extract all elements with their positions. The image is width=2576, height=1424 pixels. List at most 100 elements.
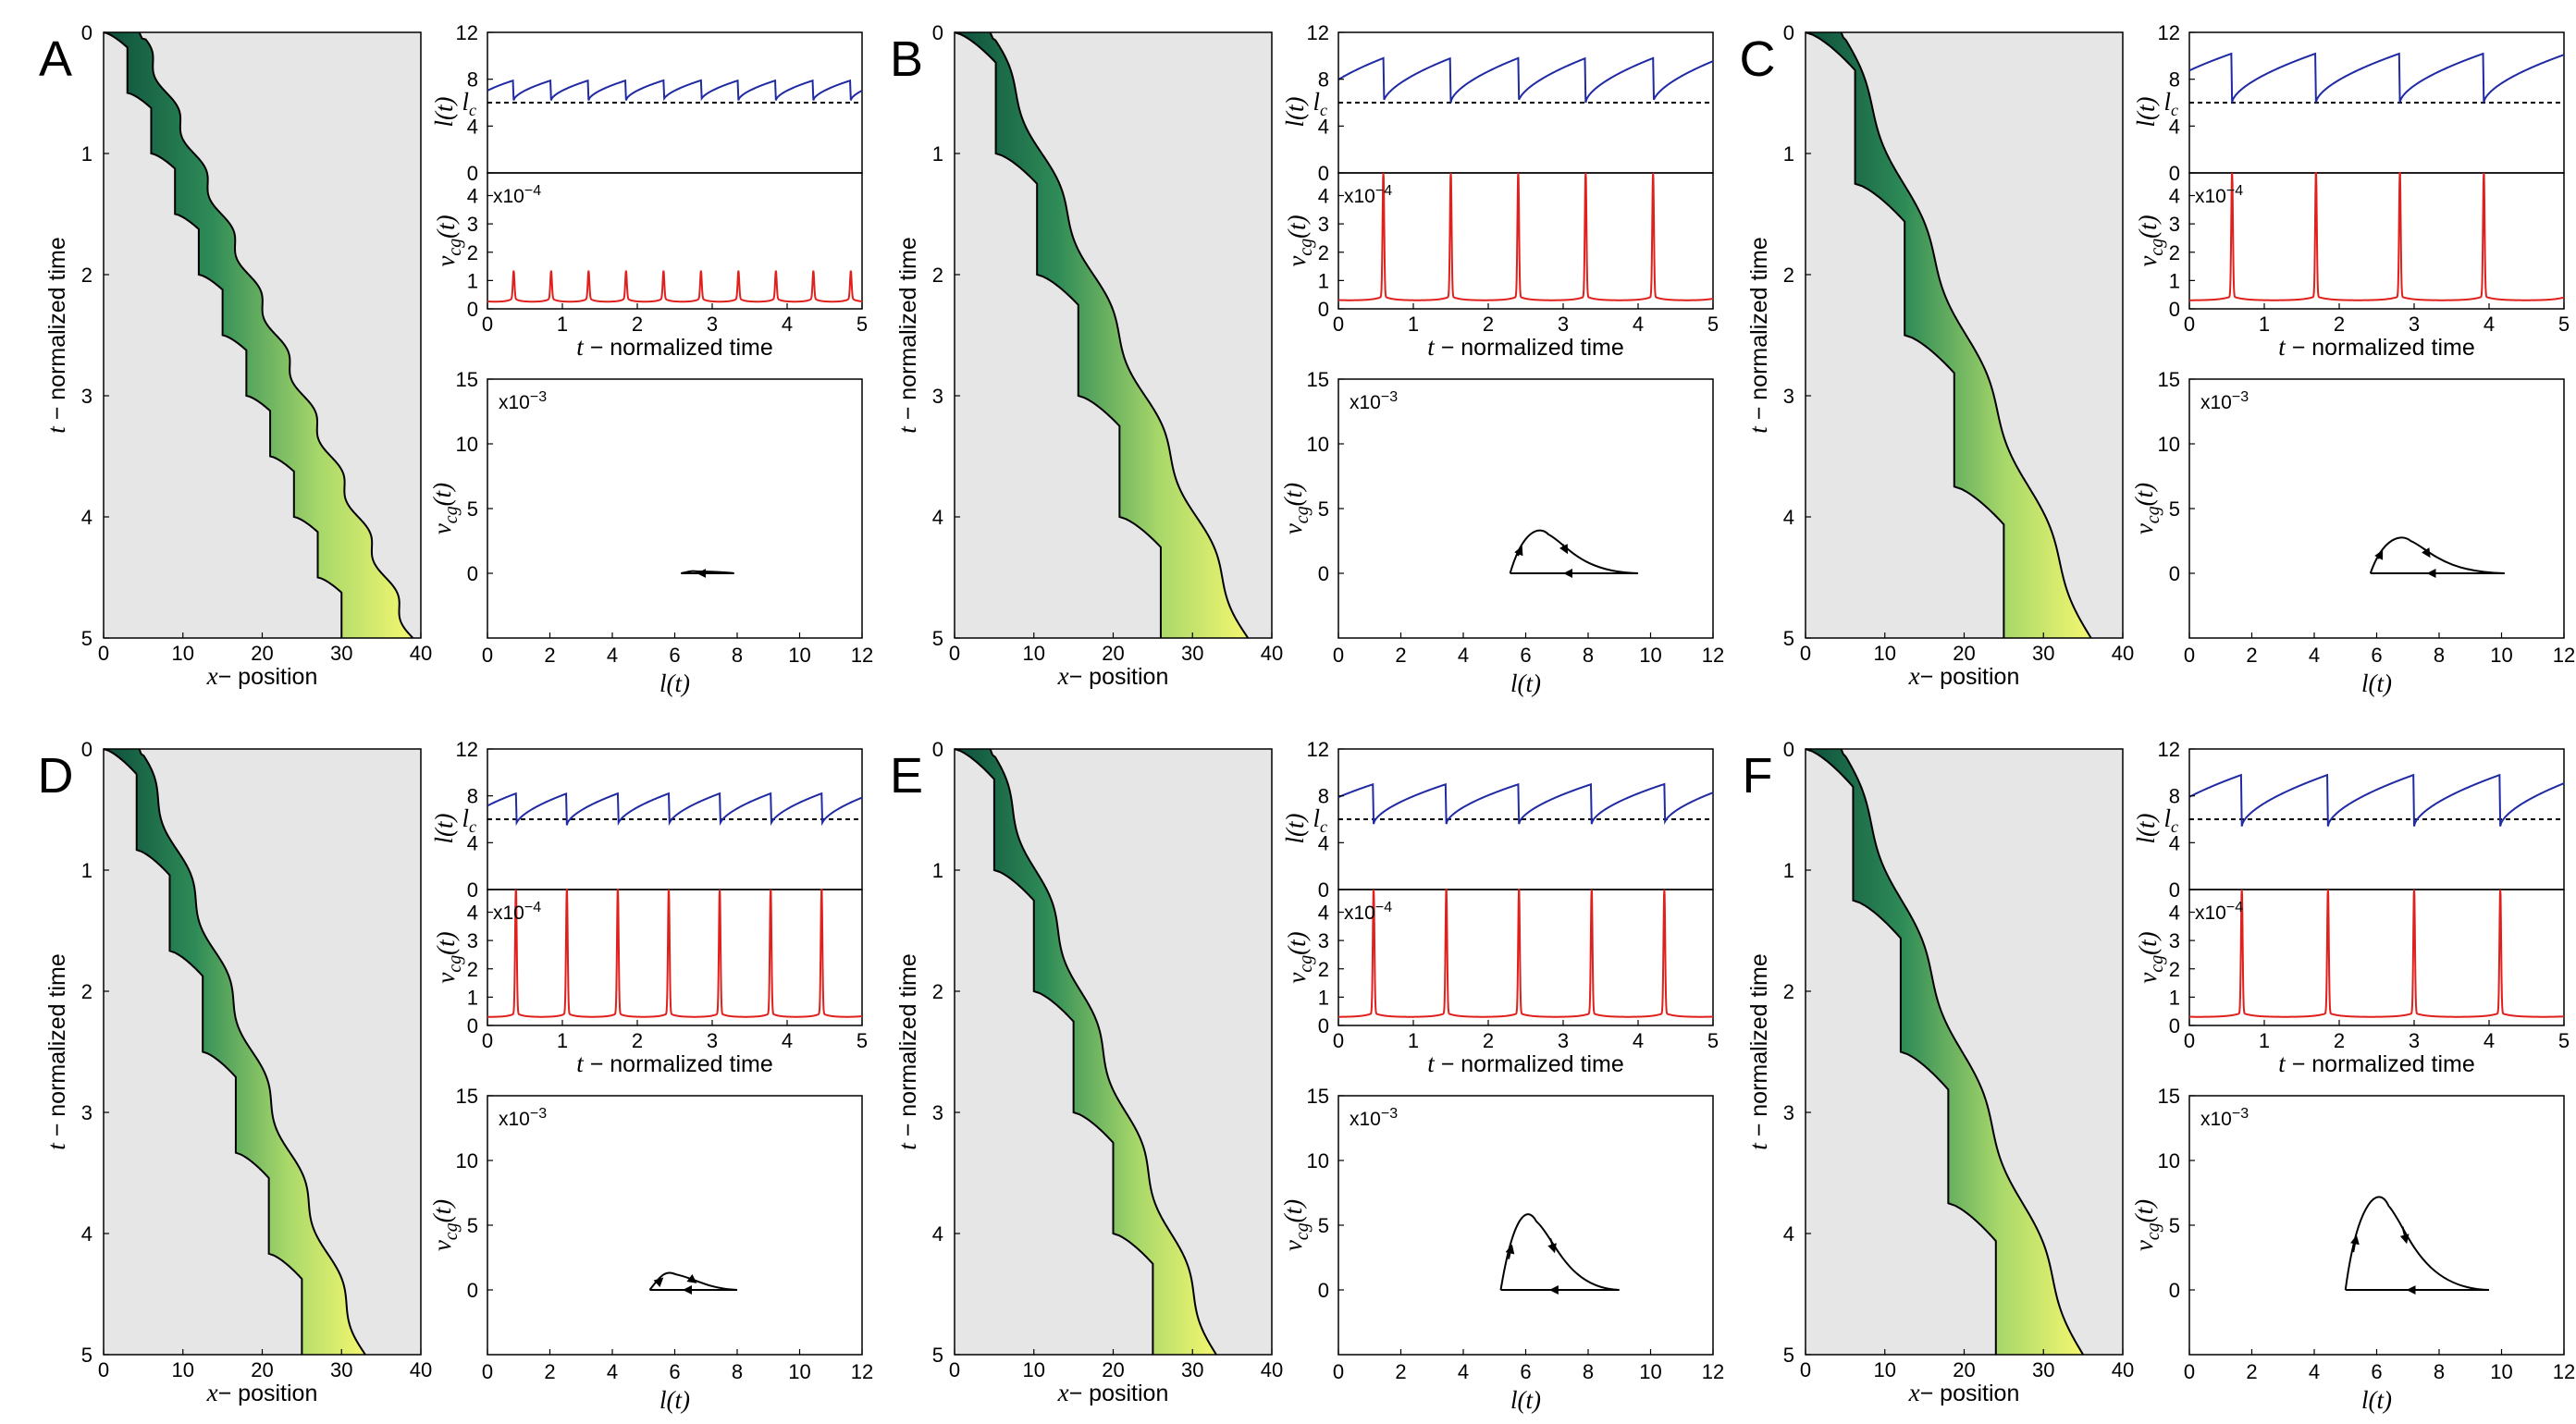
- velocity-xlabel: t − normalized time: [576, 1050, 772, 1077]
- x-tick-label: 10: [172, 1358, 194, 1381]
- velocity-series: [2189, 172, 2565, 301]
- y-tick-label: 1: [1783, 859, 1794, 882]
- x-tick-label: 12: [851, 1360, 873, 1383]
- velocity-ylabel-main: v: [2134, 256, 2162, 267]
- x-tick-label: 30: [2032, 1358, 2054, 1381]
- lc-sub: c: [1320, 817, 1327, 836]
- y-tick-label: 4: [2169, 185, 2180, 208]
- cell-front-edge: [138, 31, 414, 639]
- velocity-xlabel-var: t: [2278, 1050, 2286, 1077]
- velocity-sci-base: x10: [2195, 902, 2226, 924]
- x-tick-label: 0: [1800, 1358, 1811, 1381]
- y-tick-label: 5: [467, 497, 478, 521]
- x-tick-label: 30: [1181, 642, 1203, 665]
- phase-arrow-rise: [2350, 1234, 2360, 1253]
- cell-body: [955, 749, 1216, 1355]
- velocity-frame: [487, 889, 863, 1026]
- length-series: [2188, 773, 2565, 827]
- phase-ylabel-main: v: [428, 523, 456, 534]
- y-tick-label: 1: [81, 859, 92, 882]
- y-tick-label: 10: [2158, 1149, 2180, 1172]
- velocity-ylabel: vcg(t): [432, 931, 465, 983]
- y-tick-label: 3: [932, 385, 943, 408]
- x-tick-label: 0: [949, 642, 960, 665]
- lc-main: l: [1313, 804, 1320, 832]
- x-tick-label: 3: [707, 313, 718, 336]
- phase-sci-base: x10: [499, 392, 530, 413]
- phase-frame: [487, 378, 863, 639]
- x-tick-label: 10: [2490, 644, 2512, 667]
- x-tick-label: 6: [2371, 1360, 2382, 1383]
- y-tick-label: 4: [467, 185, 478, 208]
- kymo-xlabel-rest: − position: [1069, 1381, 1169, 1406]
- y-tick-label: 5: [467, 1214, 478, 1237]
- x-tick-label: 2: [632, 313, 643, 336]
- cell-body: [104, 749, 365, 1355]
- kymo-xlabel: x− position: [1057, 1379, 1169, 1406]
- y-tick-label: 3: [467, 213, 478, 236]
- phase-ylabel-sub: cg: [2143, 506, 2163, 523]
- y-tick-label: 3: [81, 385, 92, 408]
- kymo-ylabel-var: t: [1744, 425, 1772, 434]
- velocity-xlabel-text: t − normalized time: [1427, 1050, 1623, 1077]
- length-ylabel: l(t): [1281, 97, 1309, 128]
- lc-label: lc: [2163, 88, 2178, 119]
- cell-rear-edge: [1805, 31, 2005, 638]
- x-tick-label: 30: [1181, 1358, 1203, 1381]
- velocity-sci-exp: −4: [524, 900, 541, 915]
- x-tick-label: 4: [2484, 1029, 2495, 1052]
- cell-body: [1806, 32, 2091, 638]
- x-tick-label: 5: [2558, 313, 2570, 336]
- x-tick-label: 4: [1458, 1360, 1469, 1383]
- phase-sci-exp: −3: [1381, 389, 1398, 405]
- velocity-ylabel-text: vcg(t): [2134, 215, 2167, 266]
- y-tick-label: 1: [1318, 269, 1329, 292]
- lc-label: lc: [462, 804, 476, 836]
- x-tick-label: 20: [1102, 642, 1124, 665]
- y-tick-label: 1: [932, 859, 943, 882]
- y-tick-label: 5: [2169, 497, 2180, 521]
- velocity-series: [1337, 889, 1714, 1018]
- y-tick-label: 15: [1307, 1085, 1329, 1108]
- y-tick-label: 8: [2169, 785, 2180, 808]
- x-tick-label: 12: [1702, 644, 1724, 667]
- x-tick-label: 5: [1707, 1029, 1719, 1052]
- cell-rear-edge: [954, 31, 1162, 638]
- kymo-xlabel-var: x: [1908, 1379, 1920, 1406]
- kymo-xlabel-text: x− position: [1908, 662, 2020, 690]
- panel-letter: A: [39, 31, 72, 87]
- lc-sub: c: [2171, 101, 2178, 119]
- kymo-xlabel-rest: − position: [1920, 664, 2020, 690]
- velocity-sci-base: x10: [1344, 186, 1375, 207]
- velocity-sci: x10−4: [1344, 900, 1392, 924]
- y-tick-label: 8: [1318, 68, 1329, 92]
- phase-loop: [1499, 1213, 1620, 1291]
- kymo-xlabel-rest: − position: [1920, 1381, 2020, 1406]
- length-ylabel: l(t): [2132, 814, 2160, 844]
- velocity-ylabel-tail: (t): [432, 931, 460, 954]
- velocity-frame: [487, 172, 863, 310]
- y-tick-label: 15: [2158, 1085, 2180, 1108]
- y-tick-label: 5: [1318, 497, 1329, 521]
- phase-xlabel: l(t): [2361, 669, 2392, 697]
- velocity-ylabel-text: vcg(t): [1283, 215, 1316, 266]
- y-tick-label: 8: [2169, 68, 2180, 92]
- velocity-xlabel-var: t: [576, 333, 585, 361]
- cell-body: [955, 32, 1249, 638]
- velocity-ylabel-tail: (t): [1283, 215, 1311, 238]
- x-tick-label: 0: [482, 1360, 493, 1383]
- y-tick-label: 8: [1318, 785, 1329, 808]
- x-tick-label: 8: [732, 1360, 743, 1383]
- velocity-sci: x10−4: [2195, 900, 2243, 924]
- x-tick-label: 4: [1633, 1029, 1644, 1052]
- phase-sci: x10−3: [1350, 389, 1398, 413]
- velocity-xlabel-rest: − normalized time: [2286, 1051, 2475, 1077]
- x-tick-label: 40: [410, 1358, 432, 1381]
- kymo-ylabel-var: t: [1744, 1142, 1772, 1150]
- cell-front-edge: [138, 748, 366, 1356]
- x-tick-label: 3: [707, 1029, 718, 1052]
- cell-body: [1806, 749, 2084, 1355]
